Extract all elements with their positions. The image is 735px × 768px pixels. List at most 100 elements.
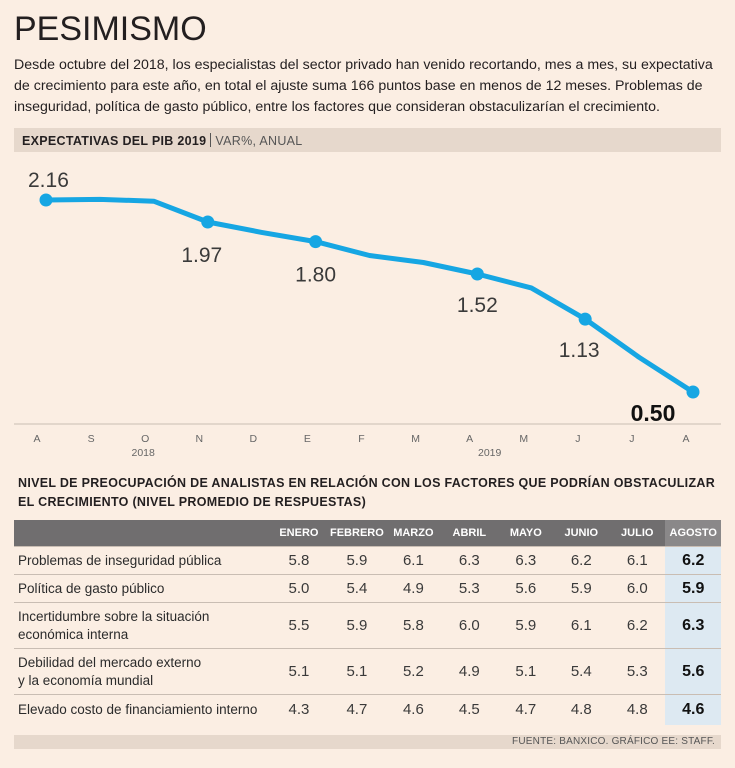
table-row: Política de gasto público 5.0 5.4 4.9 5.3 5.6…	[14, 574, 721, 603]
value-cell: 6.1	[553, 602, 610, 649]
table-header-row: ENERO FEBRERO MARZO ABRIL MAYO JUNIO JULIO AGOS…	[14, 520, 721, 547]
source-text: FUENTE: BANXICO. GRÁFICO EE: STAFF.	[512, 736, 715, 747]
value-cell: 5.9	[498, 602, 554, 649]
value-cell: 5.9	[553, 574, 610, 603]
data-point	[686, 385, 700, 399]
value-cell: 5.6	[498, 574, 554, 603]
row-label-line: Debilidad del mercado externo	[18, 654, 202, 670]
value-cell: 6.3	[665, 602, 721, 649]
row-label-line: y la economía mundial	[18, 672, 154, 688]
value-cell: 4.5	[440, 694, 499, 725]
column-header: ABRIL	[440, 520, 499, 547]
x-tick-label: O	[141, 433, 149, 445]
x-tick-label: A	[466, 433, 473, 445]
value-cell: 5.2	[386, 648, 441, 695]
value-cell: 5.1	[327, 648, 387, 695]
value-cell: 4.7	[498, 694, 554, 725]
value-cell: 6.1	[386, 546, 441, 575]
table-row: Elevado costo de financiamiento interno 4…	[14, 694, 721, 725]
value-cell: 5.9	[327, 602, 387, 649]
x-tick-label: S	[88, 433, 95, 445]
column-header: MAYO	[498, 520, 554, 547]
value-cell: 4.6	[386, 694, 441, 725]
data-point	[39, 193, 53, 207]
value-cell: 5.8	[386, 602, 441, 649]
line-chart: 2.16 1.97 1.80 1.52 1.13 0.50 A S O N D E F M A M J J A 201…	[14, 169, 721, 459]
value-cell: 5.9	[327, 546, 387, 575]
chart-section-label: EXPECTATIVAS DEL PIB 2019 VAR%, ANUAL	[22, 133, 303, 148]
x-tick-label: N	[195, 433, 203, 445]
column-header: ENERO	[270, 520, 328, 547]
row-label: Elevado costo de financiamiento interno	[14, 694, 271, 725]
value-cell: 6.1	[609, 546, 666, 575]
data-label: 1.80	[295, 264, 336, 287]
data-point	[201, 215, 215, 229]
data-point	[470, 267, 484, 281]
data-point	[309, 235, 323, 249]
value-cell: 4.8	[609, 694, 666, 725]
value-cell: 5.8	[270, 546, 328, 575]
value-cell: 4.3	[270, 694, 328, 725]
separator	[210, 133, 212, 147]
value-cell: 5.5	[270, 602, 328, 649]
row-label: Debilidad del mercado externo y la econom…	[14, 648, 271, 695]
value-cell: 4.7	[327, 694, 387, 725]
value-cell: 5.3	[440, 574, 499, 603]
row-label: Problemas de inseguridad pública	[14, 546, 271, 575]
column-header: AGOSTO	[665, 520, 721, 547]
row-label-line: Elevado costo de financiamiento interno	[18, 701, 258, 717]
data-label: 1.13	[559, 339, 600, 362]
x-tick-label: J	[575, 433, 580, 445]
column-header: MARZO	[386, 520, 441, 547]
data-label: 1.97	[181, 244, 222, 267]
row-label-line: económica interna	[18, 626, 129, 642]
x-tick-label: A	[682, 433, 689, 445]
value-cell: 4.9	[440, 648, 499, 695]
source-bar: FUENTE: BANXICO. GRÁFICO EE: STAFF.	[14, 735, 721, 749]
value-cell: 5.3	[609, 648, 666, 695]
table-row: Problemas de inseguridad pública 5.8 5.9 6.…	[14, 546, 721, 575]
row-label-line: Incertidumbre sobre la situación	[18, 608, 210, 624]
table-row: Debilidad del mercado externo y la econom…	[14, 648, 721, 695]
value-cell: 6.2	[553, 546, 610, 575]
value-cell: 6.2	[665, 546, 721, 575]
value-cell: 5.1	[270, 648, 328, 695]
x-tick-label: D	[250, 433, 258, 445]
header-cell-empty	[14, 520, 271, 547]
concern-table: ENERO FEBRERO MARZO ABRIL MAYO JUNIO JULIO AGOS…	[14, 520, 721, 725]
table-heading: NIVEL DE PREOCUPACIÓN DE ANALISTAS EN RE…	[18, 476, 716, 509]
row-label: Política de gasto público	[14, 574, 271, 603]
year-label: 2019	[478, 447, 502, 459]
series-line	[43, 196, 696, 395]
value-cell: 5.0	[270, 574, 328, 603]
x-tick-label: F	[358, 433, 364, 445]
value-cell: 4.9	[386, 574, 441, 603]
row-label-line: Problemas de inseguridad pública	[18, 552, 222, 568]
value-cell: 4.8	[553, 694, 610, 725]
page-subtitle: Desde octubre del 2018, los especialista…	[14, 57, 713, 115]
x-tick-label: M	[519, 433, 528, 445]
value-cell: 5.6	[665, 648, 721, 695]
value-cell: 6.0	[440, 602, 499, 649]
value-cell: 5.4	[553, 648, 610, 695]
x-tick-label: A	[33, 433, 40, 445]
value-cell: 6.2	[609, 602, 666, 649]
chart-subtitle: VAR%, ANUAL	[215, 134, 303, 148]
column-header: JUNIO	[553, 520, 610, 547]
data-label: 2.16	[28, 169, 69, 192]
table-row: Incertidumbre sobre la situación económic…	[14, 602, 721, 649]
column-header: JULIO	[609, 520, 666, 547]
data-label: 1.52	[457, 294, 498, 317]
x-tick-label: J	[629, 433, 634, 445]
row-label-line: Política de gasto público	[18, 580, 165, 596]
row-label: Incertidumbre sobre la situación económic…	[14, 602, 271, 649]
page-title: PESIMISMO	[14, 10, 207, 48]
value-cell: 5.9	[665, 574, 721, 603]
value-cell: 6.0	[609, 574, 666, 603]
year-label: 2018	[131, 447, 155, 459]
table-body: Problemas de inseguridad pública 5.8 5.9 6.…	[14, 546, 721, 725]
column-header: FEBRERO	[327, 520, 387, 547]
value-cell: 5.1	[498, 648, 554, 695]
x-tick-label: M	[411, 433, 420, 445]
value-cell: 4.6	[665, 694, 721, 725]
